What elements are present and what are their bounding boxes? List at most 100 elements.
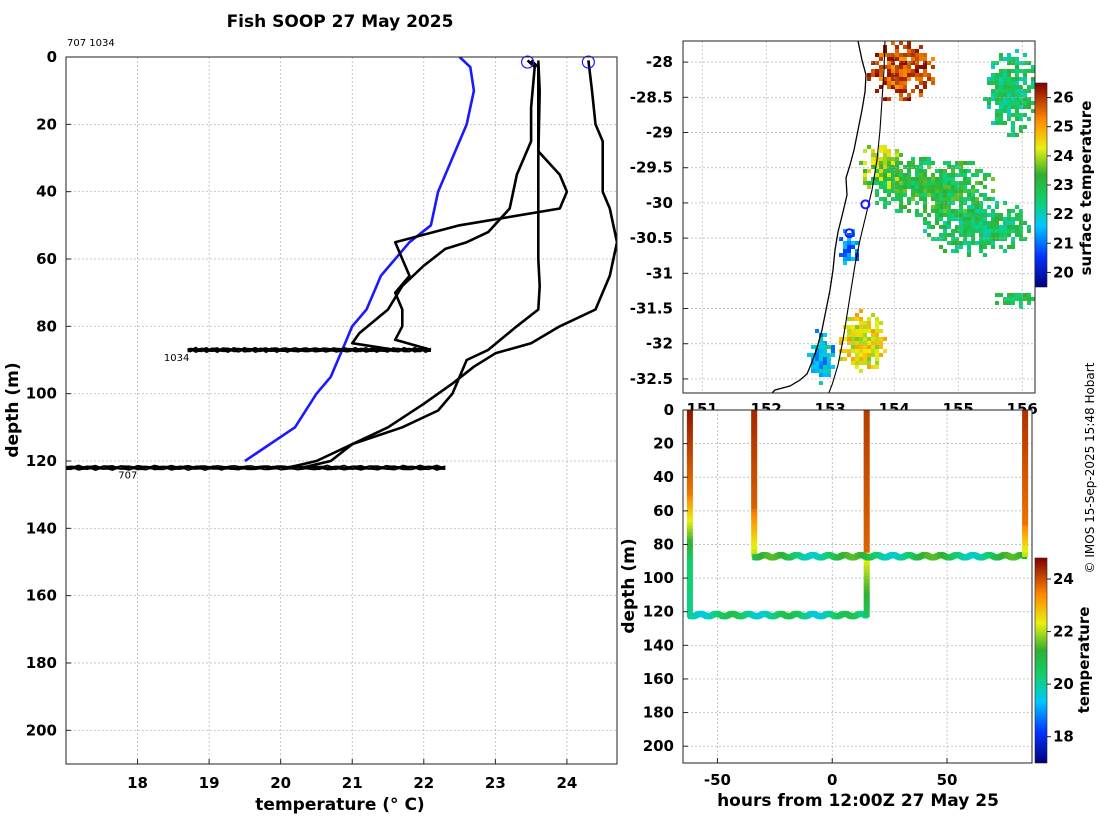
- map-sst-cell: [891, 77, 895, 81]
- map-sst-cell: [995, 221, 999, 225]
- map-sst-cell: [1031, 81, 1035, 85]
- profile-bottom-trace: [187, 347, 432, 352]
- map-sst-cell: [963, 217, 967, 221]
- timedepth-track-cell: [1022, 448, 1029, 453]
- map-sst-cell: [967, 169, 971, 173]
- map-sst-cell: [879, 173, 883, 177]
- timedepth-track-cell: [751, 545, 758, 551]
- map-sst-cell: [975, 197, 979, 201]
- map-sst-cell: [839, 253, 843, 257]
- map-sst-cell: [931, 225, 935, 229]
- map-sst-cell: [863, 149, 867, 153]
- map-y-tick-label: -31.5: [630, 300, 673, 318]
- map-sst-cell: [871, 153, 875, 157]
- map-sst-cell: [1003, 101, 1007, 105]
- map-sst-cell: [939, 181, 943, 185]
- map-sst-cell: [895, 81, 899, 85]
- map-sst-cell: [903, 185, 907, 189]
- map-y-tick-label: -28: [646, 53, 673, 71]
- timedepth-track-cell: [1022, 485, 1029, 490]
- map-sst-cell: [991, 61, 995, 65]
- map-sst-cell: [995, 237, 999, 241]
- timedepth-y-tick-label: 80: [653, 535, 674, 553]
- map-station-marker: [844, 228, 855, 239]
- map-sst-cell: [935, 197, 939, 201]
- timedepth-track-cell: [686, 572, 693, 578]
- profile-series: 1034 707: [66, 57, 617, 482]
- timedepth-track-cell: [751, 421, 758, 426]
- map-sst-cell: [971, 213, 975, 217]
- map-sst-cell: [971, 233, 975, 237]
- map-sst-cell: [919, 73, 923, 77]
- map-sst-cell: [919, 65, 923, 69]
- map-sst-cell: [983, 241, 987, 245]
- map-sst-cell: [1023, 105, 1027, 109]
- timedepth-tracks: [686, 410, 1029, 620]
- map-sst-cell: [955, 181, 959, 185]
- map-sst-cell: [931, 173, 935, 177]
- map-sst-cell: [907, 209, 911, 213]
- map-sst-cell: [947, 225, 951, 229]
- map-sst-cell: [827, 369, 831, 373]
- map-sst-cell: [1007, 93, 1011, 97]
- map-sst-cell: [875, 357, 879, 361]
- map-sst-cell: [875, 181, 879, 185]
- map-sst-cell: [967, 193, 971, 197]
- map-sst-cell: [1003, 81, 1007, 85]
- timedepth-track-cell: [686, 515, 693, 520]
- map-sst-cell: [891, 53, 895, 57]
- map-colorbar-tick-label: 26: [1053, 89, 1074, 107]
- map-sst-cell: [987, 97, 991, 101]
- map-sst-cell: [983, 185, 987, 189]
- map-sst-cell: [851, 341, 855, 345]
- map-sst-cell: [939, 233, 943, 237]
- timedepth-x-tick-label: 0: [827, 771, 837, 789]
- map-sst-cell: [935, 193, 939, 197]
- map-sst-cell: [863, 321, 867, 325]
- map-sst-cell: [927, 189, 931, 193]
- timedepth-y-tick-label: 160: [643, 670, 674, 688]
- map-sst-cell: [967, 209, 971, 213]
- map-sst-cell: [979, 245, 983, 249]
- map-sst-cell: [991, 121, 995, 125]
- map-sst-cell: [823, 357, 827, 361]
- map-sst-cell: [923, 69, 927, 73]
- map-sst-cell: [823, 369, 827, 373]
- map-sst-cell: [1015, 77, 1019, 81]
- map-sst-cell: [1003, 249, 1007, 253]
- profile-surface-markers: [520, 55, 595, 69]
- map-sst-cell: [1011, 225, 1015, 229]
- map-sst-cell: [923, 81, 927, 85]
- timedepth-track-cell: [863, 428, 870, 433]
- map-sst-cell: [883, 157, 887, 161]
- timedepth-track-cell: [686, 589, 693, 594]
- timedepth-track-cell: [863, 508, 870, 514]
- profile-y-tick-label: 140: [26, 519, 57, 537]
- map-sst-cell: [963, 233, 967, 237]
- map-sst-cell: [979, 229, 983, 233]
- map-sst-cell: [943, 209, 947, 213]
- map-sst-cell: [1007, 85, 1011, 89]
- map-sst-cell: [855, 357, 859, 361]
- map-sst-cell: [1011, 57, 1015, 61]
- timedepth-track-cell: [751, 478, 758, 483]
- timedepth-track-cell: [863, 586, 870, 591]
- map-sst-cell: [811, 361, 815, 365]
- map-sst-cell: [847, 257, 851, 261]
- map-sst-cell: [895, 173, 899, 177]
- timedepth-track-cell: [1022, 431, 1029, 436]
- map-sst-cell: [895, 193, 899, 197]
- map-sst-cell: [923, 209, 927, 213]
- timedepth-track-cell: [751, 444, 758, 450]
- timedepth-track-cell: [863, 518, 870, 524]
- map-sst-cell: [855, 313, 859, 317]
- timedepth-track-cell: [863, 515, 870, 520]
- map-sst-cell: [1027, 61, 1031, 65]
- map-sst-cell: [883, 97, 887, 101]
- map-sst-cell: [887, 65, 891, 69]
- timedepth-track-cell: [863, 455, 870, 460]
- map-y-tick-label: -29: [646, 124, 673, 142]
- timedepth-track-cell: [863, 529, 870, 534]
- map-sst-cell: [907, 173, 911, 177]
- map-sst-cell: [923, 157, 927, 161]
